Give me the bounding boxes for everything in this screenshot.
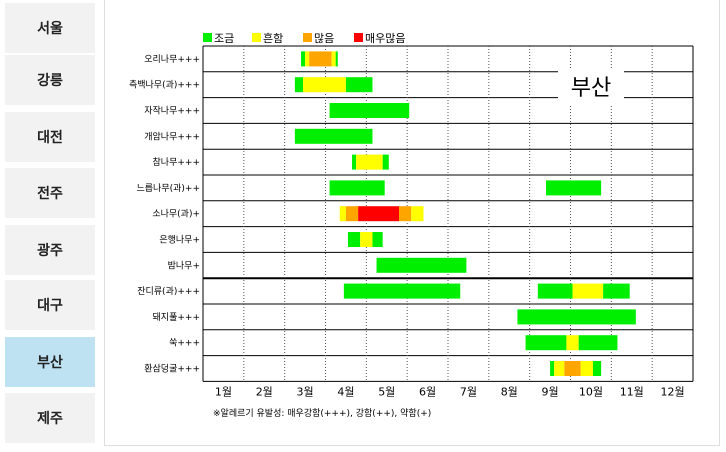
x-tick-label: 8월 <box>501 385 518 398</box>
bar-segment-low <box>550 361 555 376</box>
bar-segment-low <box>372 232 383 247</box>
bar-segment-moderate <box>356 154 383 170</box>
bar-segment-low <box>301 51 306 67</box>
legend: 조금 흔함 많음 매우많음 <box>203 32 405 45</box>
x-tick-label: 5월 <box>378 385 395 398</box>
city-tab-busan[interactable]: 부산 <box>5 337 95 387</box>
city-tab-jeonju[interactable]: 전주 <box>5 168 95 218</box>
bar-segment-moderate <box>339 206 346 222</box>
x-tick-label: 3월 <box>297 385 314 398</box>
row-label: 소나무(과)+ <box>152 209 200 220</box>
bar-segment-moderate <box>572 283 604 299</box>
bar-segment-moderate <box>303 77 346 93</box>
row-labels: 오리나무+++ 측백나무(과)+++ 자작나무+++ 개암나무+++ 참나무+++ 느릅나… <box>129 54 200 375</box>
bar-segment-high <box>345 206 359 222</box>
city-tab-jeju[interactable]: 제주 <box>5 393 95 443</box>
chart-grid <box>202 45 694 382</box>
row-label: 쑥+++ <box>169 338 200 349</box>
row-label: 밤나무+ <box>168 260 200 271</box>
row-label: 자작나무+++ <box>144 106 200 117</box>
bar-segment-low <box>329 180 385 196</box>
city-tab-seoul[interactable]: 서울 <box>5 3 95 53</box>
legend-label-moderate: 흔함 <box>263 32 283 45</box>
bar-segment-moderate <box>566 335 579 351</box>
bar-segment-low <box>603 283 630 299</box>
chart-title: 부산 <box>571 76 611 101</box>
bar-segment-moderate <box>580 361 593 376</box>
legend-label-low: 조금 <box>214 32 234 45</box>
bar-segment-low <box>294 77 304 93</box>
city-tab-daegu[interactable]: 대구 <box>5 280 95 330</box>
row-label: 개암나무+++ <box>144 130 200 142</box>
bar-segment-moderate <box>411 206 424 222</box>
x-tick-label: 7월 <box>460 385 477 398</box>
city-sidebar: 서울 강릉 대전 전주 광주 대구 부산 제주 <box>0 0 100 452</box>
bar-segment-moderate <box>305 51 310 67</box>
row-label: 참나무+++ <box>153 157 200 168</box>
x-tick-label: 9월 <box>542 385 559 398</box>
legend-swatch-moderate <box>252 33 261 42</box>
bar-segment-high <box>399 206 412 222</box>
x-axis-tick-labels: 1월 2월 3월 4월 5월 6월 7월 8월 9월 10월 11월 12월 <box>215 385 685 398</box>
bar-segment-moderate <box>331 51 336 67</box>
x-tick-label: 10월 <box>579 385 603 398</box>
bar-segment-very_high <box>358 206 399 222</box>
city-tab-gwangju[interactable]: 광주 <box>5 225 95 275</box>
x-tick-label: 2월 <box>256 385 273 398</box>
bar-segment-moderate <box>554 361 565 376</box>
row-label: 환삼덩굴+++ <box>144 363 200 375</box>
bar-segment-low <box>592 361 602 376</box>
bar-segment-low <box>578 335 618 351</box>
bar-segment-high <box>309 51 332 67</box>
chart-title-background <box>558 68 624 104</box>
x-tick-label: 6월 <box>419 385 436 398</box>
x-tick-label: 1월 <box>215 385 232 398</box>
bar-segment-low <box>294 128 373 144</box>
legend-label-high: 많음 <box>314 32 334 45</box>
bar-segment-moderate <box>360 232 373 247</box>
legend-swatch-low <box>203 33 212 42</box>
legend-swatch-very_high <box>354 33 363 42</box>
x-tick-label: 11월 <box>620 385 644 398</box>
allergenicity-footnote: ※알레르기 유발성: 매우강함(+++), 강함(++), 약함(+) <box>213 407 431 419</box>
bar-segment-low <box>347 232 361 247</box>
x-tick-label: 4월 <box>337 385 354 398</box>
row-label: 돼지풀+++ <box>153 312 200 323</box>
chart-bars <box>294 51 636 376</box>
bar-segment-low <box>345 77 373 93</box>
bar-segment-low <box>335 51 338 67</box>
bar-segment-low <box>517 309 636 325</box>
x-tick-label: 12월 <box>661 385 685 398</box>
bar-segment-low <box>343 283 461 299</box>
bar-segment-low <box>329 103 410 118</box>
legend-swatch-high <box>303 33 312 42</box>
city-tab-daejeon[interactable]: 대전 <box>5 112 95 162</box>
bar-segment-high <box>564 361 581 376</box>
bar-segment-low <box>382 154 389 170</box>
bar-segment-low <box>376 257 467 273</box>
bar-segment-low <box>546 180 602 196</box>
row-label: 잔디류(과)+++ <box>137 286 200 297</box>
row-label: 오리나무+++ <box>144 54 200 65</box>
bar-segment-low <box>352 154 357 170</box>
row-label: 느릅나무(과)++ <box>136 183 200 194</box>
legend-label-very_high: 매우많음 <box>365 32 405 45</box>
row-label: 은행나무+ <box>159 234 200 246</box>
bar-segment-low <box>525 335 567 351</box>
city-tab-gangneung[interactable]: 강릉 <box>5 55 95 105</box>
row-label: 측백나무(과)+++ <box>129 80 200 91</box>
bar-segment-low <box>537 283 573 299</box>
